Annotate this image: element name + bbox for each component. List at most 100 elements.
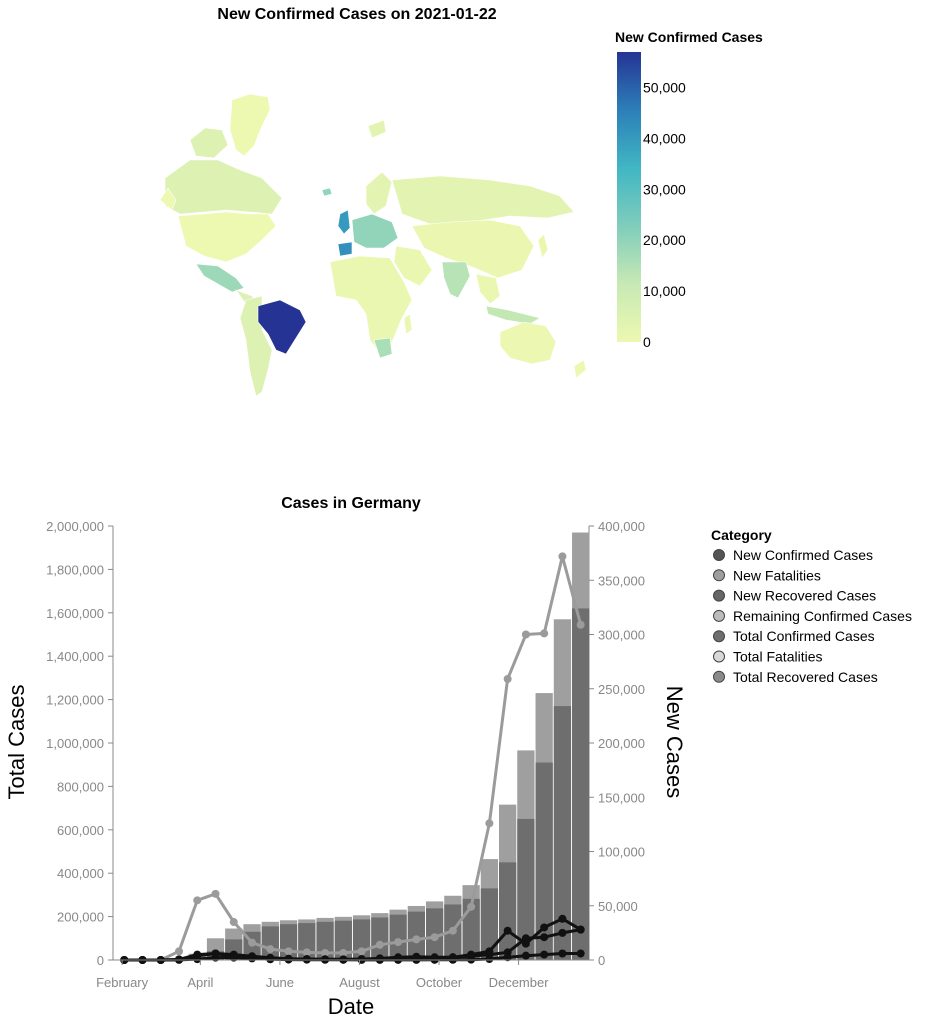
line-point[interactable] (504, 927, 512, 935)
legend-swatch[interactable] (714, 631, 725, 642)
line-point[interactable] (485, 819, 493, 827)
line-point[interactable] (193, 896, 201, 904)
legend-swatch[interactable] (714, 590, 725, 601)
map-region-canada-islands[interactable] (190, 128, 228, 158)
left-axis-tick-label: 600,000 (57, 823, 104, 838)
x-axis-tick-label: June (266, 975, 294, 990)
line-point[interactable] (394, 954, 402, 962)
line-point[interactable] (212, 890, 220, 898)
map-region-australia[interactable] (500, 322, 556, 364)
bar-total-recovered[interactable] (389, 915, 406, 960)
line-point[interactable] (540, 933, 548, 941)
line-point[interactable] (266, 945, 274, 953)
legend-label[interactable]: Total Recovered Cases (733, 669, 878, 685)
line-point[interactable] (175, 955, 183, 963)
y-axis-right-label: New Cases (662, 686, 687, 798)
line-point[interactable] (577, 949, 585, 957)
legend-label[interactable]: Total Confirmed Cases (733, 628, 875, 644)
bar-total-recovered[interactable] (499, 862, 516, 960)
line-point[interactable] (248, 939, 256, 947)
line-point[interactable] (558, 949, 566, 957)
map-region-southeast-asia[interactable] (476, 274, 500, 304)
line-point[interactable] (577, 621, 585, 629)
right-axis-tick-label: 200,000 (598, 736, 645, 751)
left-axis-tick-label: 1,600,000 (46, 606, 104, 621)
line-point[interactable] (339, 955, 347, 963)
line-point[interactable] (558, 929, 566, 937)
line-point[interactable] (540, 923, 548, 931)
map-legend-tick: 10,000 (643, 283, 686, 299)
line-point[interactable] (358, 955, 366, 963)
map-region-europe[interactable] (352, 214, 398, 248)
right-axis-tick-label: 100,000 (598, 845, 645, 860)
line-point[interactable] (431, 954, 439, 962)
left-axis: 0200,000400,000600,000800,0001,000,0001,… (46, 519, 113, 968)
line-point[interactable] (485, 951, 493, 959)
line-point[interactable] (522, 631, 530, 639)
legend-swatch[interactable] (714, 651, 725, 662)
line-point[interactable] (412, 935, 420, 943)
map-region-canada[interactable] (165, 160, 282, 214)
line-point[interactable] (522, 934, 530, 942)
line-point[interactable] (577, 926, 585, 934)
line-point[interactable] (285, 955, 293, 963)
map-region-new-zealand[interactable] (574, 360, 586, 378)
legend-swatch[interactable] (714, 550, 725, 561)
chart-title: Cases in Germany (281, 495, 421, 512)
legend-label[interactable]: Remaining Confirmed Cases (733, 608, 912, 624)
line-point[interactable] (358, 947, 366, 955)
map-region-russia[interactable] (392, 176, 574, 224)
map-region-south-africa[interactable] (374, 338, 392, 358)
map-region-indonesia[interactable] (486, 306, 540, 324)
bar-total-recovered[interactable] (371, 917, 388, 960)
line-point[interactable] (230, 918, 238, 926)
map-title: New Confirmed Cases on 2021-01-22 (217, 6, 496, 23)
line-point[interactable] (504, 948, 512, 956)
map-legend-title: New Confirmed Cases (615, 29, 763, 45)
line-point[interactable] (193, 951, 201, 959)
map-region-uk[interactable] (338, 210, 350, 234)
line-point[interactable] (467, 952, 475, 960)
line-point[interactable] (285, 947, 293, 955)
right-axis: 050,000100,000150,000200,000250,000300,0… (589, 519, 645, 968)
line-point[interactable] (467, 903, 475, 911)
map-region-iceland[interactable] (322, 188, 332, 196)
map-region-spain[interactable] (338, 242, 352, 256)
line-point[interactable] (303, 955, 311, 963)
line-point[interactable] (449, 927, 457, 935)
bar-total-recovered[interactable] (572, 608, 589, 960)
map-region-svalbard[interactable] (368, 120, 386, 138)
line-point[interactable] (558, 552, 566, 560)
map-region-india[interactable] (442, 262, 470, 298)
line-point[interactable] (540, 951, 548, 959)
line-point[interactable] (412, 954, 420, 962)
line-point[interactable] (431, 933, 439, 941)
line-point[interactable] (321, 955, 329, 963)
line-point[interactable] (558, 915, 566, 923)
map-region-usa[interactable] (178, 212, 276, 262)
legend-label[interactable]: New Fatalities (733, 567, 821, 583)
map-region-japan[interactable] (538, 234, 548, 258)
map-region-greenland[interactable] (230, 94, 270, 156)
legend-label[interactable]: New Recovered Cases (733, 588, 876, 604)
line-point[interactable] (376, 941, 384, 949)
line-point[interactable] (175, 947, 183, 955)
x-axis-tick-label: April (187, 975, 213, 990)
line-point[interactable] (376, 955, 384, 963)
map-legend-tick: 0 (643, 334, 651, 350)
legend-swatch[interactable] (714, 671, 725, 682)
legend-label[interactable]: Total Fatalities (733, 649, 822, 665)
map-legend-tick: 20,000 (643, 232, 686, 248)
line-point[interactable] (522, 952, 530, 960)
legend-swatch[interactable] (714, 570, 725, 581)
map-region-scandinavia[interactable] (366, 172, 392, 214)
legend-swatch[interactable] (714, 610, 725, 621)
line-point[interactable] (540, 629, 548, 637)
map-region-madagascar[interactable] (404, 314, 412, 334)
line-point[interactable] (394, 938, 402, 946)
line-point[interactable] (266, 954, 274, 962)
line-point[interactable] (504, 675, 512, 683)
map-region-mexico[interactable] (196, 264, 244, 292)
line-point[interactable] (212, 949, 220, 957)
legend-label[interactable]: New Confirmed Cases (733, 547, 873, 563)
